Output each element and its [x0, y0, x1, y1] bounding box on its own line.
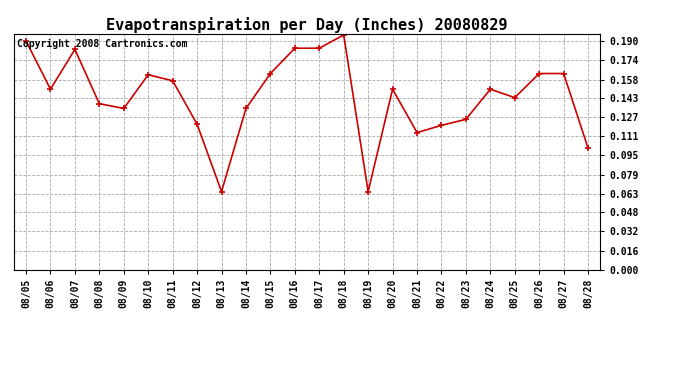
- Text: Copyright 2008 Cartronics.com: Copyright 2008 Cartronics.com: [17, 39, 187, 48]
- Title: Evapotranspiration per Day (Inches) 20080829: Evapotranspiration per Day (Inches) 2008…: [106, 16, 508, 33]
